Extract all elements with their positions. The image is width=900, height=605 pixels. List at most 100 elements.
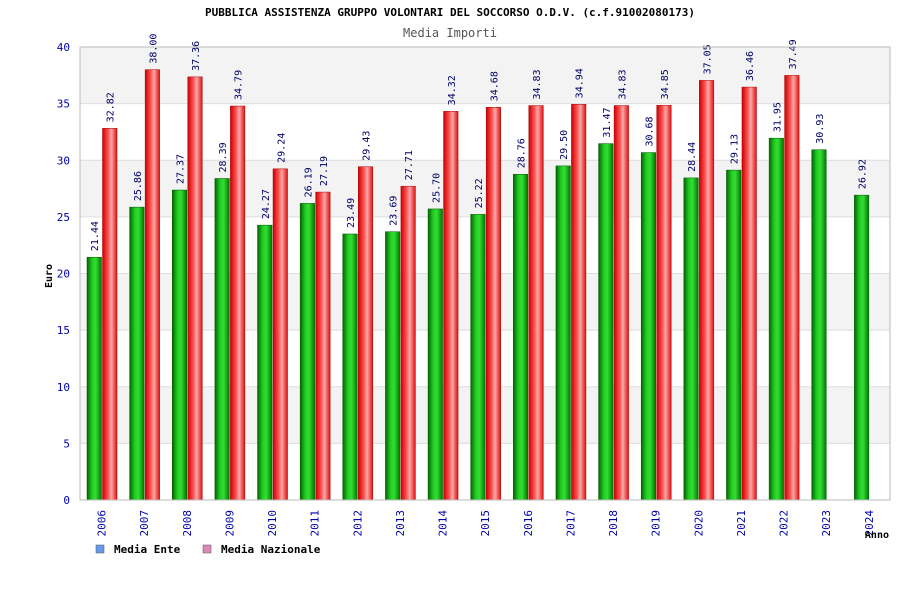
value-label: 36.46: [745, 51, 756, 81]
value-label: 31.47: [602, 107, 613, 137]
bar-nazionale-2019: [656, 105, 672, 501]
value-label: 29.13: [730, 134, 741, 164]
value-label: 24.27: [261, 189, 272, 219]
bar-nazionale-2010: [272, 168, 288, 501]
value-label: 32.82: [106, 92, 117, 122]
x-tick-label: 2016: [522, 510, 535, 537]
bar-nazionale-2020: [699, 80, 715, 501]
bar-nazionale-2008: [187, 76, 203, 501]
bar-ente-2018: [598, 143, 614, 501]
value-label: 21.44: [90, 221, 101, 251]
x-tick-label: 2006: [96, 510, 109, 537]
value-label: 26.92: [858, 159, 869, 189]
value-label: 28.76: [517, 138, 528, 168]
bar-nazionale-2022: [784, 75, 800, 501]
x-tick-label: 2017: [564, 510, 577, 537]
bar-nazionale-2015: [485, 106, 501, 501]
y-tick-label: 25: [57, 211, 70, 224]
value-label: 25.22: [474, 178, 485, 208]
bar-nazionale-2017: [571, 104, 587, 501]
value-label: 25.70: [431, 173, 442, 203]
bar-nazionale-2007: [144, 69, 160, 501]
value-label: 34.85: [660, 69, 671, 99]
y-tick-label: 10: [57, 381, 70, 394]
x-tick-label: 2018: [607, 510, 620, 537]
legend-label-ente: Media Ente: [114, 543, 181, 556]
legend-swatch-nazionale: [202, 544, 212, 554]
value-label: 31.95: [772, 102, 783, 132]
y-tick-label: 30: [57, 154, 70, 167]
legend-swatch-ente: [95, 544, 105, 554]
value-label: 34.68: [489, 71, 500, 101]
y-tick-label: 40: [57, 41, 70, 54]
x-tick-label: 2007: [138, 510, 151, 537]
y-tick-label: 5: [63, 437, 70, 450]
bar-nazionale-2021: [741, 86, 757, 501]
bar-ente-2021: [726, 169, 742, 501]
value-label: 30.68: [644, 116, 655, 146]
y-tick-label: 35: [57, 98, 70, 111]
value-label: 26.19: [303, 167, 314, 197]
bar-nazionale-2011: [315, 191, 331, 501]
value-labels: 21.44 32.82 25.86 38.00 27.37 37.36 28.39 34.79…: [90, 34, 868, 252]
plot-border: [79, 46, 891, 501]
bar-nazionale-2018: [613, 105, 629, 501]
value-label: 37.36: [191, 41, 202, 71]
x-tick-label: 2015: [479, 510, 492, 537]
bar-ente-2016: [513, 174, 529, 501]
bar-nazionale-2006: [102, 128, 118, 501]
bar-ente-2012: [342, 233, 358, 501]
value-label: 34.94: [575, 68, 586, 98]
y-axis-ticks: 0 5 10 15 20 25 30 35 40: [57, 41, 70, 507]
chart-subtitle: Media Importi: [403, 26, 497, 40]
value-label: 28.44: [687, 142, 698, 172]
bar-ente-2006: [86, 256, 102, 501]
bar-nazionale-2012: [358, 166, 374, 501]
value-label: 28.39: [218, 142, 229, 172]
x-tick-label: 2020: [692, 510, 705, 537]
x-tick-label: 2009: [223, 510, 236, 537]
bar-ente-2020: [683, 177, 699, 501]
value-label: 34.83: [532, 69, 543, 99]
x-tick-label: 2008: [181, 510, 194, 537]
bar-ente-2007: [129, 206, 145, 501]
legend: Media Ente Media Nazionale: [95, 543, 321, 556]
y-tick-label: 15: [57, 324, 70, 337]
bar-ente-2022: [768, 137, 784, 501]
x-tick-label: 2022: [778, 510, 791, 537]
x-tick-label: 2019: [650, 510, 663, 537]
value-label: 30.93: [815, 114, 826, 144]
bar-ente-2023: [811, 149, 827, 501]
bar-nazionale-2009: [230, 105, 246, 501]
value-label: 34.83: [617, 69, 628, 99]
value-label: 23.69: [389, 196, 400, 226]
x-tick-label: 2011: [309, 510, 322, 537]
x-tick-label: 2014: [437, 510, 450, 537]
y-axis-label: Euro: [44, 264, 55, 288]
legend-label-nazionale: Media Nazionale: [221, 543, 321, 556]
value-label: 38.00: [148, 34, 159, 64]
value-label: 27.19: [319, 156, 330, 186]
y-tick-label: 0: [63, 494, 70, 507]
x-axis-label: Anno: [865, 530, 889, 541]
value-label: 37.49: [788, 39, 799, 69]
bar-ente-2011: [299, 203, 315, 501]
bar-ente-2008: [172, 189, 188, 501]
bar-ente-2024: [854, 194, 870, 501]
x-tick-label: 2010: [266, 510, 279, 537]
value-label: 37.05: [703, 44, 714, 74]
value-label: 23.49: [346, 198, 357, 228]
bar-ente-2009: [214, 178, 230, 501]
value-label: 34.79: [234, 70, 245, 100]
bar-nazionale-2016: [528, 105, 544, 501]
bar-nazionale-2013: [400, 185, 416, 501]
chart-title: PUBBLICA ASSISTENZA GRUPPO VOLONTARI DEL…: [205, 6, 695, 19]
x-tick-label: 2024: [863, 510, 876, 537]
x-tick-label: 2021: [735, 510, 748, 537]
y-tick-label: 20: [57, 268, 70, 281]
x-tick-label: 2013: [394, 510, 407, 537]
bar-ente-2019: [640, 152, 656, 501]
value-label: 29.50: [559, 130, 570, 160]
bar-ente-2013: [385, 231, 401, 501]
